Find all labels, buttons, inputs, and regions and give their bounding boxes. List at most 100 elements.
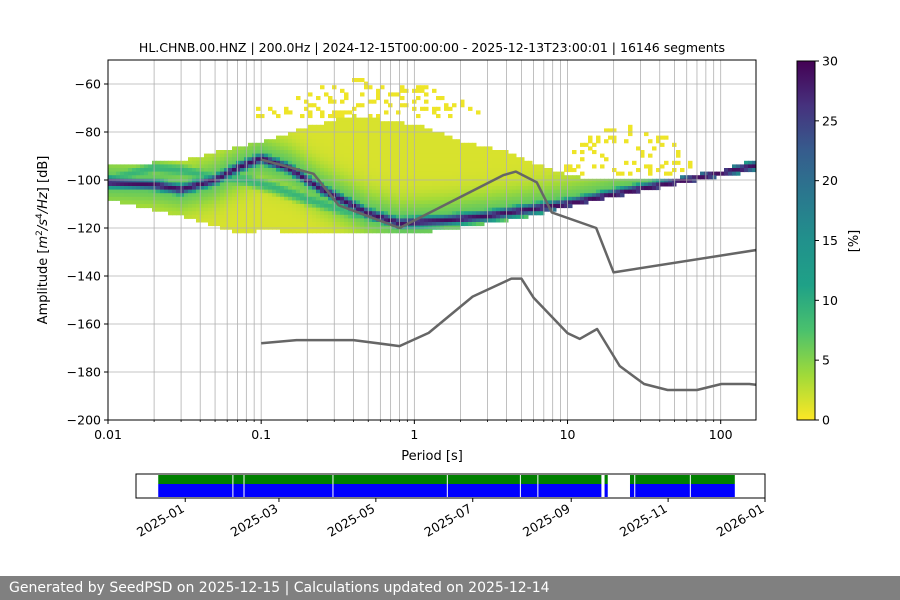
density-cell — [328, 218, 333, 223]
density-cell — [608, 186, 613, 191]
colorbar-tick-label: 30 — [822, 54, 838, 69]
density-cell — [400, 153, 405, 158]
density-cell — [408, 196, 413, 201]
density-cell — [324, 121, 329, 126]
density-cell — [520, 168, 525, 173]
density-cell — [396, 135, 401, 140]
density-cell — [444, 200, 449, 205]
density-cell — [312, 175, 317, 180]
density-cell — [168, 200, 173, 205]
density-cell — [436, 146, 441, 151]
density-cell — [464, 164, 469, 169]
density-cell — [320, 171, 325, 176]
density-cell — [596, 196, 601, 201]
density-cell — [260, 189, 265, 194]
density-cell — [216, 153, 221, 158]
density-cell — [416, 175, 421, 180]
density-cell — [360, 178, 365, 183]
density-cell — [560, 178, 565, 183]
density-cell — [416, 88, 421, 93]
density-cell — [328, 214, 333, 219]
density-cell — [368, 117, 373, 122]
density-cell — [528, 196, 533, 201]
density-cell — [500, 157, 505, 162]
density-cell — [124, 175, 129, 180]
density-cell — [200, 200, 205, 205]
density-cell — [220, 189, 225, 194]
density-cell — [744, 168, 749, 173]
density-cell — [352, 175, 357, 180]
density-cell — [612, 186, 617, 191]
density-cell — [228, 178, 233, 183]
density-cell — [404, 128, 409, 133]
density-cell — [228, 200, 233, 205]
density-cell — [192, 175, 197, 180]
density-cell — [128, 186, 133, 191]
density-cell — [404, 211, 409, 216]
density-cell — [516, 193, 521, 198]
density-cell — [376, 139, 381, 144]
density-cell — [480, 196, 485, 201]
timeline-panel: 2025-01 2025-03 2025-05 2025-07 2025-09 2025-… — [134, 473, 767, 540]
density-cell — [348, 157, 353, 162]
density-cell — [456, 193, 461, 198]
density-cell — [284, 157, 289, 162]
density-cell — [328, 146, 333, 151]
density-cell — [444, 196, 449, 201]
density-cell — [352, 214, 357, 219]
density-cell — [124, 200, 129, 205]
density-cell — [380, 139, 385, 144]
density-cell — [316, 106, 321, 111]
density-cell — [648, 153, 653, 158]
density-cell — [312, 146, 317, 151]
density-cell — [360, 200, 365, 205]
density-cell — [604, 139, 609, 144]
density-cell — [204, 193, 209, 198]
density-cell — [256, 200, 261, 205]
density-cell — [132, 186, 137, 191]
density-cell — [216, 150, 221, 155]
density-cell — [492, 189, 497, 194]
density-cell — [444, 164, 449, 169]
density-cell — [500, 189, 505, 194]
density-cell — [288, 200, 293, 205]
density-cell — [424, 222, 429, 227]
density-cell — [188, 196, 193, 201]
density-cell — [228, 160, 233, 165]
density-cell — [544, 207, 549, 212]
density-cell — [500, 168, 505, 173]
density-cell — [144, 182, 149, 187]
density-cell — [392, 175, 397, 180]
density-cell — [304, 229, 309, 234]
density-cell — [368, 146, 373, 151]
density-cell — [116, 175, 121, 180]
density-cell — [528, 171, 533, 176]
density-cell — [436, 153, 441, 158]
density-cell — [556, 182, 561, 187]
density-cell — [268, 157, 273, 162]
density-cell — [296, 160, 301, 165]
density-cell — [492, 186, 497, 191]
density-cell — [320, 160, 325, 165]
density-cell — [292, 168, 297, 173]
density-cell — [344, 178, 349, 183]
density-cell — [376, 146, 381, 151]
density-cell — [416, 150, 421, 155]
density-cell — [404, 229, 409, 234]
density-cell — [288, 211, 293, 216]
density-cell — [240, 193, 245, 198]
density-cell — [380, 175, 385, 180]
density-cell — [368, 207, 373, 212]
density-cell — [440, 214, 445, 219]
density-cell — [324, 157, 329, 162]
density-cell — [356, 171, 361, 176]
density-cell — [536, 196, 541, 201]
density-cell — [428, 150, 433, 155]
density-cell — [176, 182, 181, 187]
density-cell — [248, 175, 253, 180]
density-cell — [508, 186, 513, 191]
density-cell — [176, 193, 181, 198]
density-cell — [304, 135, 309, 140]
density-cell — [408, 211, 413, 216]
density-cell — [608, 135, 613, 140]
